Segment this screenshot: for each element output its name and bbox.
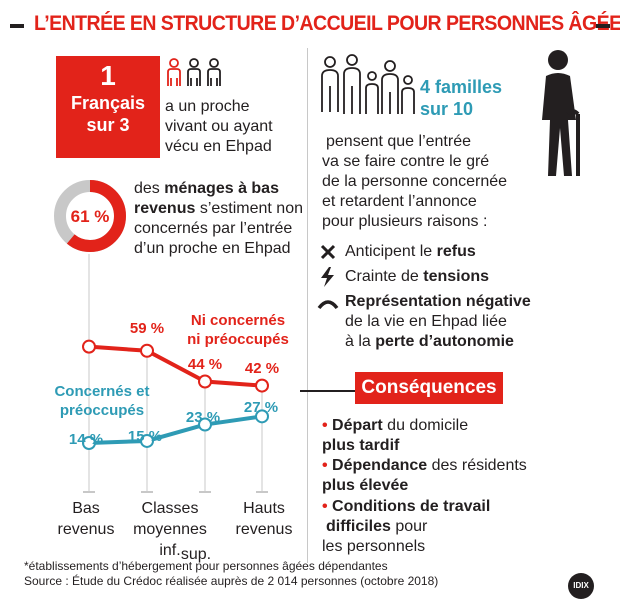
category-label-1-line-2: revenus — [58, 521, 115, 538]
consequence-2-bold: Dépendance — [332, 457, 428, 474]
category-label-1-line-1: Bas — [72, 500, 100, 517]
line-chart: 59 % 44 % 42 % 14 % 15 % 23 % 27 % Ni concernés… — [54, 254, 293, 563]
proche-line-1: a un proche — [165, 98, 250, 115]
series-2-point-1 — [82, 436, 96, 450]
legend-teal-line-2: préoccupés — [60, 402, 144, 419]
legend-red-line-2: ni préoccupés — [187, 331, 289, 348]
teal-value-label-1: 14 % — [69, 431, 103, 448]
consequence-3-rest2: pour — [390, 518, 428, 535]
intro-text: pensent que l’entrée va se faire contre … — [322, 132, 507, 232]
footnote-definition: *établissements d’hébergement pour perso… — [24, 559, 388, 573]
reason-2: Crainte de tensions — [345, 267, 489, 287]
consequence-2-rest: des résidents — [427, 457, 527, 474]
consequence-1-bold: Départ — [332, 417, 383, 434]
consequences-label: Conséquences — [355, 372, 503, 404]
series-2-point-3 — [198, 417, 212, 432]
menages-text: des ménages à bas revenus s’estiment non… — [134, 179, 304, 259]
consequence-1: • Départ du domicile plus tardif — [322, 417, 469, 454]
consequence-2-bold2: plus élevée — [322, 477, 409, 494]
series-line-1 — [88, 344, 263, 388]
series-line-2 — [88, 414, 263, 445]
consequence-2: • Dépendance des résidents plus élevée — [322, 457, 527, 494]
consequence-1-bold2: plus tardif — [322, 437, 400, 454]
teal-value-label-4: 27 % — [244, 399, 278, 416]
footnote-source: Source : Étude du Crédoc réalisée auprès… — [24, 574, 439, 588]
cross-icon — [320, 244, 336, 260]
reason-3-line-2: de la vie en Ehpad liée — [345, 313, 507, 330]
series-2-point-4 — [255, 409, 269, 424]
lightning-icon — [321, 267, 334, 287]
column-divider — [307, 48, 308, 563]
reason-1-bold: refus — [436, 243, 476, 260]
donut-chart: 61 % — [54, 180, 126, 252]
consequence-3-bold2: difficiles — [326, 518, 391, 535]
menages-pre: des — [134, 180, 165, 197]
families-line-1: 4 familles — [420, 77, 503, 97]
page-title: L’ENTRÉE EN STRUCTURE D’ACCUEIL POUR PER… — [34, 12, 620, 35]
families-line-2: sur 10 — [420, 99, 474, 119]
red-value-label-2: 59 % — [130, 320, 164, 337]
consequence-1-rest: du domicile — [382, 417, 469, 434]
series-1-point-4 — [255, 378, 269, 393]
intro-line-3: de la personne concernée — [322, 173, 508, 190]
consequence-3-bold: Conditions de travail — [332, 498, 491, 515]
donut-label: 61 % — [71, 207, 110, 226]
category-label-3-line-1: sup. — [181, 546, 211, 563]
intro-line-4: et retardent l’annonce — [322, 193, 477, 210]
stat-line2: sur 3 — [86, 115, 130, 135]
reason-3: Représentation négative de la vie en Ehp… — [345, 292, 531, 352]
intro-line-1: pensent que l’entrée — [326, 133, 471, 150]
teal-value-label-2: 15 % — [128, 428, 162, 445]
families-stat: 4 familles sur 10 — [420, 76, 502, 120]
proche-line-2: vivant ou ayant — [165, 118, 273, 135]
stat-line1: Français — [70, 93, 146, 113]
reason-1-pre: Anticipent le — [345, 243, 437, 260]
reason-3-bold: Représentation négative — [345, 293, 531, 310]
teal-value-label-3: 23 % — [186, 409, 220, 426]
category-label-2-line-1: Classes — [142, 500, 199, 517]
elderly-person-icon — [542, 50, 580, 176]
donut-arc — [54, 180, 126, 252]
red-value-label-4: 42 % — [245, 360, 279, 377]
stat-number: 1 — [100, 60, 116, 91]
title-dash-left — [10, 24, 24, 28]
category-label-2-line-3: inf. — [159, 542, 180, 559]
intro-line-5: pour plusieurs raisons : — [322, 213, 488, 230]
legend-red-line-1: Ni concernés — [191, 312, 285, 329]
title-dash-right — [596, 24, 610, 28]
proche-line-3: vécu en Ehpad — [165, 138, 272, 155]
family-icon — [321, 54, 415, 114]
reason-2-pre: Crainte de — [345, 268, 424, 285]
series-1-point-1 — [82, 339, 96, 354]
reason-3-line-3-bold: perte d’autonomie — [375, 333, 514, 350]
menages-post: s’estiment non concernés par l’entrée d’… — [134, 200, 303, 257]
reason-1: Anticipent le refus — [345, 242, 476, 262]
menages-bold: ménages à bas revenus — [134, 180, 279, 217]
intro-line-2: va se faire contre le gré — [322, 153, 490, 170]
series-1-point-2 — [140, 343, 154, 358]
consequence-3-line3: les personnels — [322, 538, 426, 555]
consequence-3: • Conditions de travail difficiles pour … — [322, 498, 491, 555]
arc-icon — [317, 300, 339, 310]
proche-text: a un proche vivant ou ayant vécu en Ehpa… — [165, 97, 273, 157]
title-bar: L’ENTRÉE EN STRUCTURE D’ACCUEIL POUR PER… — [10, 8, 620, 42]
consequences-line — [300, 390, 360, 392]
series-2-point-2 — [140, 433, 154, 448]
reason-2-bold: tensions — [423, 268, 490, 285]
red-value-label-3: 44 % — [188, 356, 222, 373]
brand-logo: IDIX — [568, 573, 594, 599]
category-label-4-line-1: Hauts — [243, 500, 285, 517]
category-label-4-line-2: revenus — [236, 521, 293, 538]
category-label-2-line-2: moyennes — [133, 521, 207, 538]
three-people-icon — [167, 58, 221, 86]
legend-teal-line-1: Concernés et — [54, 383, 149, 400]
stat-box: 1 Français sur 3 — [56, 56, 160, 158]
reason-3-line-3-pre: à la — [345, 333, 376, 350]
series-1-point-3 — [198, 374, 212, 389]
